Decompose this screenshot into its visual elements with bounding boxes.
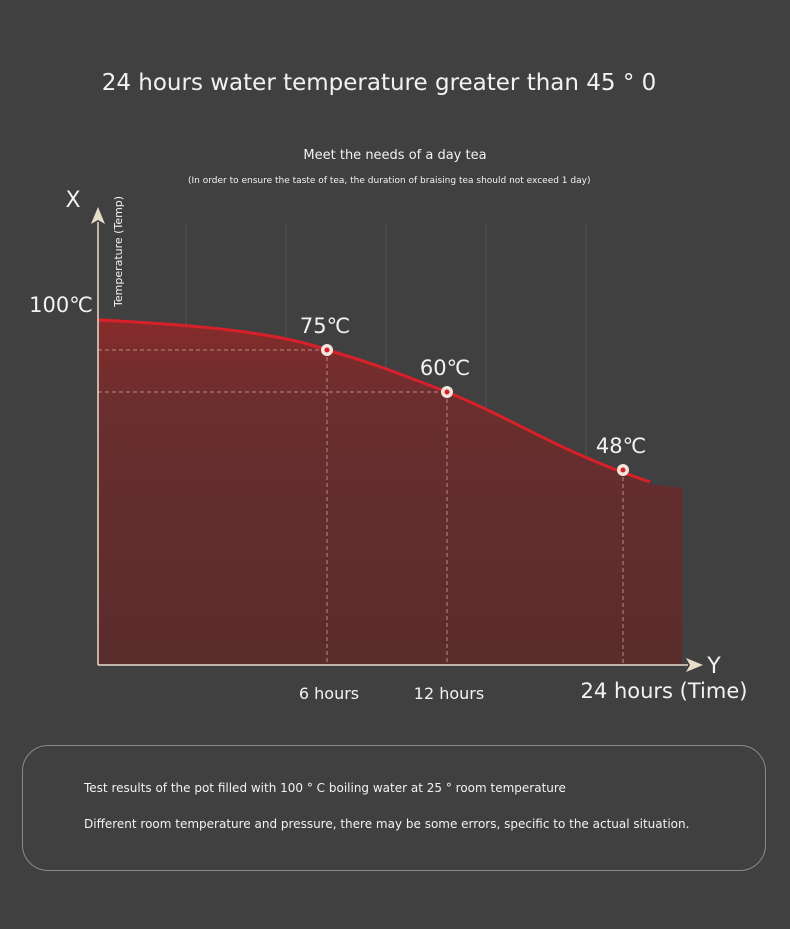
x-tick-label: 12 hours: [414, 684, 484, 703]
test-condition-text: Test results of the pot filled with 100 …: [84, 781, 566, 795]
temperature-chart: X Y Temperature (Temp) 100℃ 75℃ 6 hours 60…: [29, 188, 748, 703]
data-label: 75℃: [300, 314, 350, 338]
subtitle: Meet the needs of a day tea: [303, 148, 487, 163]
y-axis-label: Temperature (Temp): [112, 196, 125, 308]
y-axis-arrow-icon: [91, 207, 105, 224]
data-label: 60℃: [420, 356, 470, 380]
temperature-line: [97, 318, 651, 484]
x-tick-label: 24 hours (Time): [581, 679, 748, 703]
page-title: 24 hours water temperature greater than …: [101, 70, 657, 96]
area-fill: [98, 318, 682, 665]
note: (In order to ensure the taste of tea, th…: [188, 176, 591, 186]
data-label: 48℃: [596, 434, 646, 458]
x-axis-letter: Y: [706, 654, 721, 679]
y-axis-letter: X: [65, 188, 80, 213]
disclaimer-text: Different room temperature and pressure,…: [84, 817, 690, 831]
x-axis-arrow-icon: [686, 658, 703, 672]
x-tick-label: 6 hours: [299, 684, 359, 703]
test-info-box: [22, 745, 766, 871]
y-start-label: 100℃: [29, 293, 93, 317]
data-point-center: [324, 347, 330, 353]
data-point-center: [620, 467, 626, 473]
data-point-center: [444, 389, 450, 395]
